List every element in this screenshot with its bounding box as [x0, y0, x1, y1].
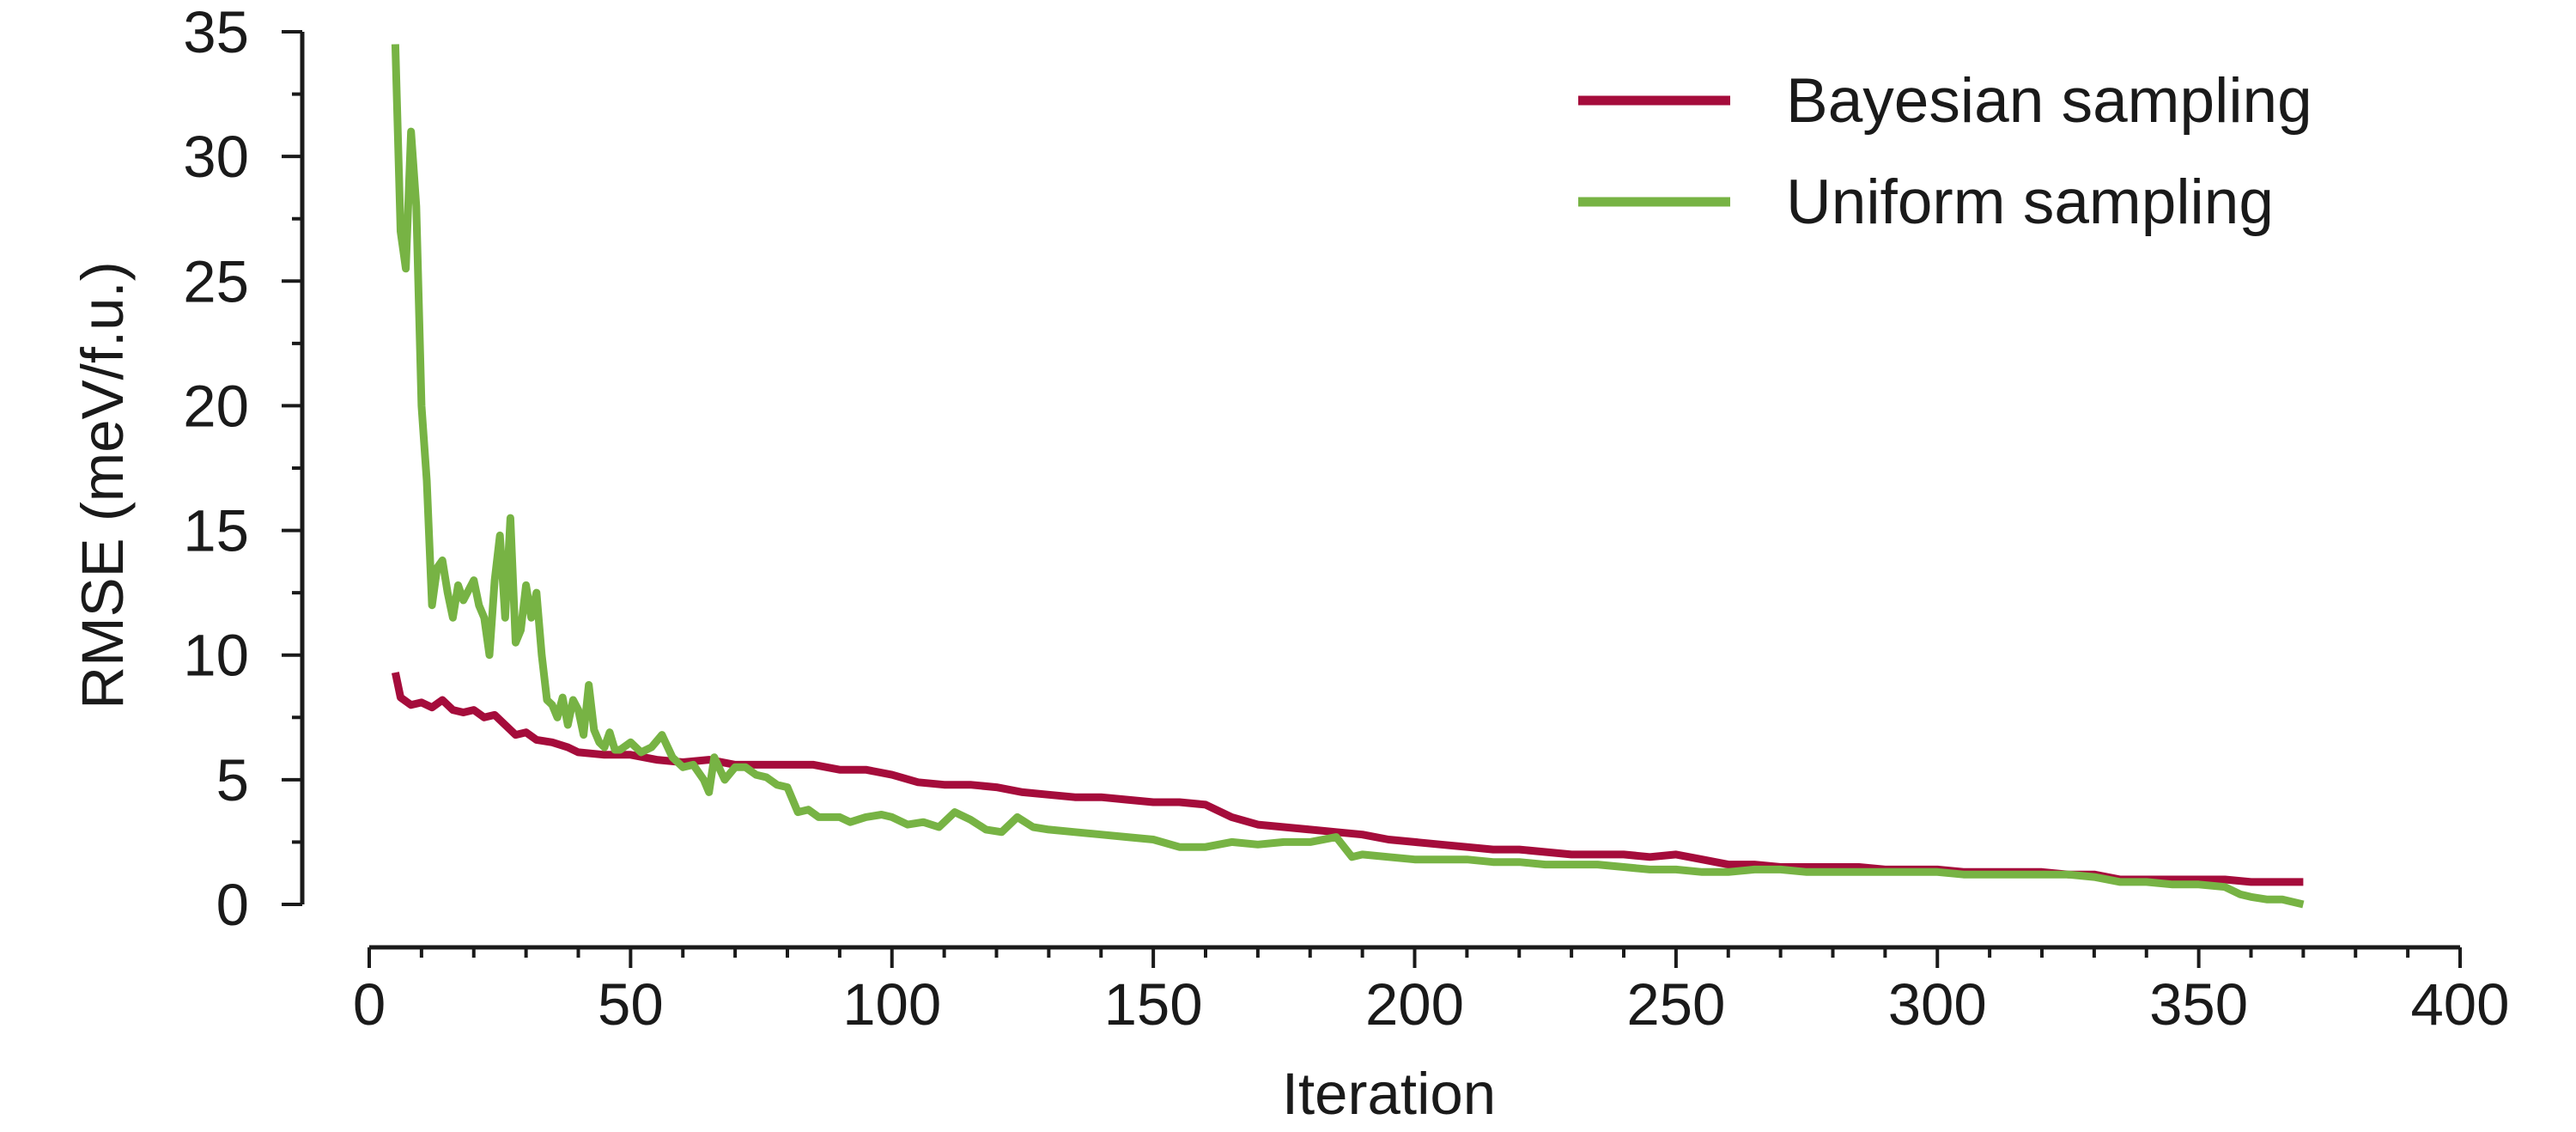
x-tick-label: 400 [2410, 971, 2509, 1038]
x-tick-label: 0 [353, 971, 386, 1038]
x-tick-label: 100 [842, 971, 941, 1038]
series-group [391, 44, 2305, 909]
x-tick-label: 350 [2149, 971, 2248, 1038]
y-tick-label: 10 [183, 623, 249, 689]
x-tick-label: 200 [1365, 971, 1464, 1038]
x-tick-label: 300 [1888, 971, 1987, 1038]
y-tick-label: 20 [183, 373, 249, 439]
y-tick-label: 5 [216, 747, 249, 813]
x-tick-label: 250 [1626, 971, 1725, 1038]
y-axis-ticks: 0 5 10 15 20 25 30 35 [183, 0, 302, 938]
y-axis-title: RMSE (meV/f.u.) [70, 261, 136, 709]
legend-label-bayesian: Bayesian sampling [1786, 66, 2312, 136]
axes: 0 5 10 15 20 25 30 35 0 50 100 150 200 250 300 350 400 [183, 0, 2509, 1038]
x-axis-title: Iteration [1282, 1061, 1496, 1127]
y-tick-label: 15 [183, 498, 249, 564]
y-tick-label: 0 [216, 872, 249, 938]
legend: Bayesian sampling Uniform sampling [1578, 66, 2312, 237]
y-tick-label: 35 [183, 0, 249, 65]
y-tick-label: 25 [183, 248, 249, 314]
x-axis-ticks: 0 50 100 150 200 250 300 350 400 [353, 947, 2510, 1038]
legend-label-uniform: Uniform sampling [1786, 167, 2274, 237]
y-tick-label: 30 [183, 124, 249, 190]
series-line-uniform [391, 44, 2305, 909]
x-tick-label: 150 [1104, 971, 1203, 1038]
x-tick-label: 50 [598, 971, 664, 1038]
